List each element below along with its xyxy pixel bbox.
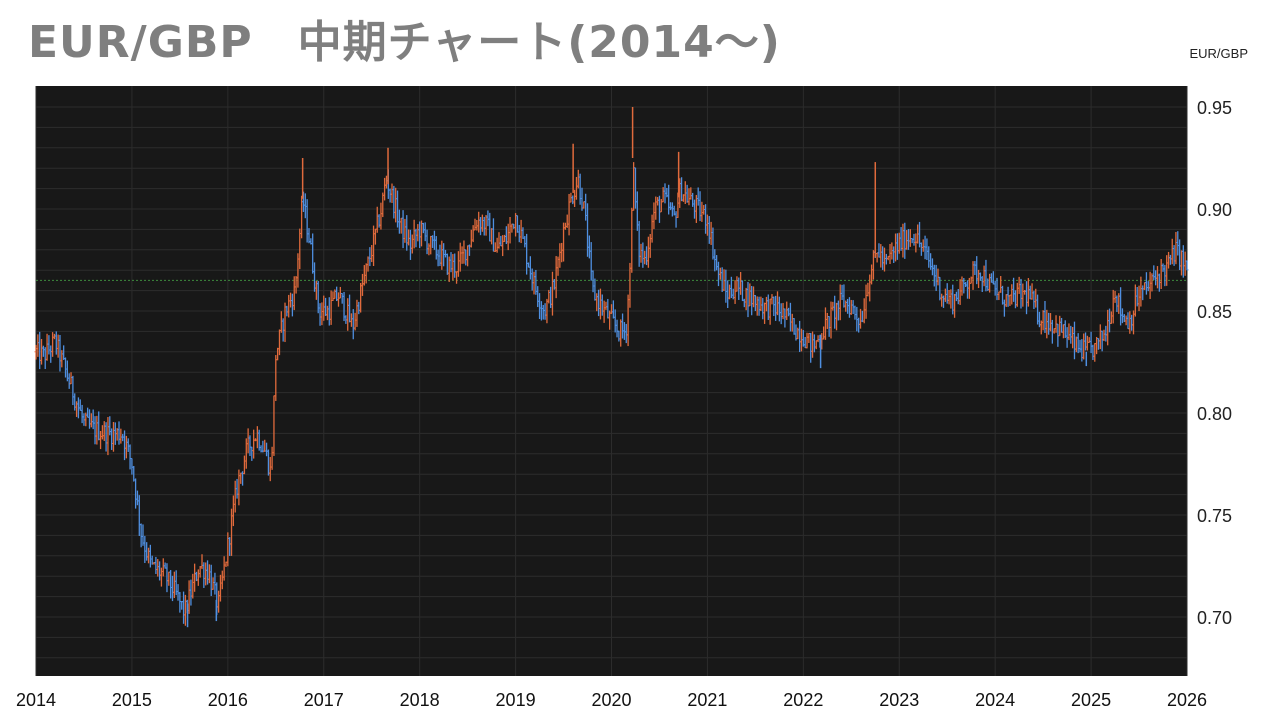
y-axis-label: EUR/GBP: [1189, 46, 1248, 61]
x-tick-label: 2017: [304, 690, 344, 710]
chart-title: EUR/GBP 中期チャート(2014～): [28, 17, 781, 68]
x-tick-label: 2025: [1071, 690, 1111, 710]
x-tick-label: 2014: [16, 690, 56, 710]
x-tick-label: 2022: [783, 690, 823, 710]
x-tick-label: 2016: [208, 690, 248, 710]
y-tick-label: 0.80: [1197, 404, 1232, 424]
x-tick-label: 2024: [975, 690, 1015, 710]
x-tick-label: 2019: [496, 690, 536, 710]
y-tick-label: 0.95: [1197, 98, 1232, 118]
y-tick-label: 0.70: [1197, 608, 1232, 628]
x-tick-label: 2023: [879, 690, 919, 710]
x-tick-label: 2021: [687, 690, 727, 710]
x-tick-label: 2018: [400, 690, 440, 710]
y-axis-ticks: 0.70 0.75 0.80 0.85 0.90 0.95: [1197, 98, 1232, 628]
x-axis-ticks: 2014 2015 2016 2017 2018 2019 2020 2021 2022 2023…: [16, 690, 1207, 710]
x-tick-label: 2020: [591, 690, 631, 710]
y-tick-label: 0.85: [1197, 302, 1232, 322]
ohlc-bar: [1185, 260, 1189, 271]
x-tick-label: 2026: [1167, 690, 1207, 710]
x-tick-label: 2015: [112, 690, 152, 710]
price-bars: [34, 107, 1189, 628]
y-tick-label: 0.75: [1197, 506, 1232, 526]
y-tick-label: 0.90: [1197, 200, 1232, 220]
